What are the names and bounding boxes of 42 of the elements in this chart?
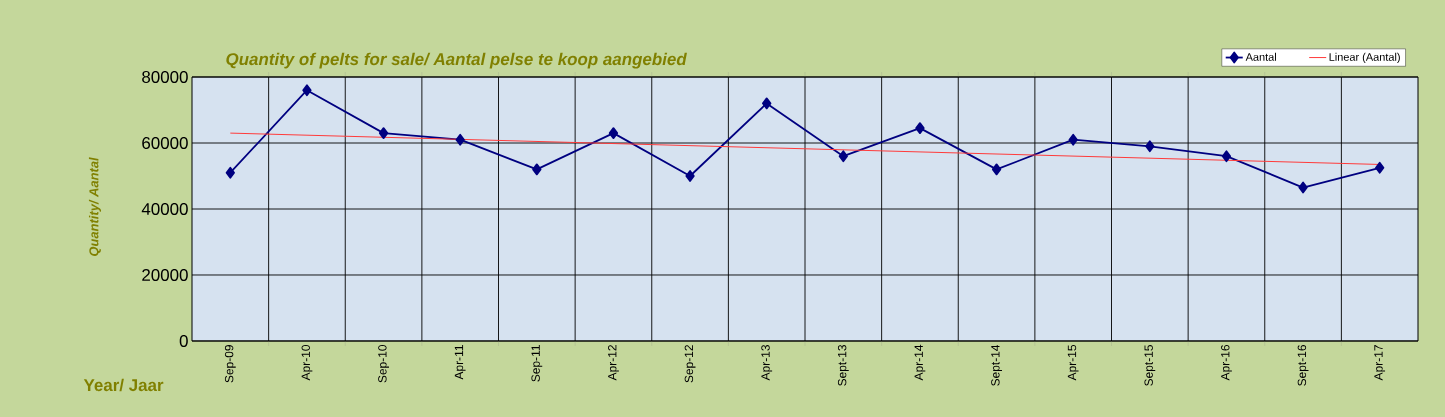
x-tick-label: Apr-10 [301, 344, 313, 381]
point [991, 163, 1002, 176]
chart-title: Quantity of pelts for sale/ Aantal pelse te koop aangebied [226, 52, 687, 69]
point [378, 127, 389, 140]
point [762, 97, 772, 110]
x-tick-label: Apr-17 [1374, 345, 1386, 381]
point [1145, 140, 1155, 153]
point [1221, 150, 1232, 163]
point [1068, 133, 1078, 146]
y-tick-label: 40000 [141, 203, 188, 216]
x-tick-label: Sep-12 [684, 345, 696, 383]
point [685, 170, 695, 182]
point [1298, 181, 1308, 194]
point [608, 127, 619, 140]
legend-label: Aantal [1245, 52, 1276, 61]
y-tick-label: 60000 [142, 137, 188, 150]
x-tick-label: Sept-15 [1144, 345, 1156, 386]
x-tick-label: Apr-14 [914, 344, 926, 381]
x-tick-label: Apr-16 [1221, 345, 1232, 381]
x-tick-label: Sept-16 [1297, 345, 1309, 386]
x-tick-label: Sep-09 [224, 345, 236, 383]
y-tick-label: 80000 [142, 71, 188, 84]
x-tick-label: Apr-11 [454, 345, 466, 380]
y-tick-label: 0 [179, 335, 188, 347]
legend-label: Linear (Aantal) [1329, 52, 1400, 64]
point [915, 122, 925, 135]
x-axis-title: Year/ Jaar [83, 378, 164, 392]
x-tick-label: Sept-14 [991, 344, 1002, 386]
x-tick-label: Sep-11 [531, 345, 543, 382]
point [1375, 161, 1385, 174]
point [455, 133, 465, 146]
point [302, 84, 312, 97]
point [225, 166, 235, 179]
x-tick-label: Sep-10 [378, 344, 389, 383]
x-tick-label: Sept-13 [837, 345, 849, 386]
x-tick-label: Apr-15 [1067, 345, 1079, 381]
point [532, 163, 542, 176]
x-tick-label: Apr-12 [608, 345, 619, 381]
point [838, 150, 848, 163]
y-tick-label: 20000 [142, 269, 188, 281]
y-axis-title: Quantity/ Aantal [88, 157, 102, 257]
x-tick-label: Apr-13 [761, 345, 773, 381]
